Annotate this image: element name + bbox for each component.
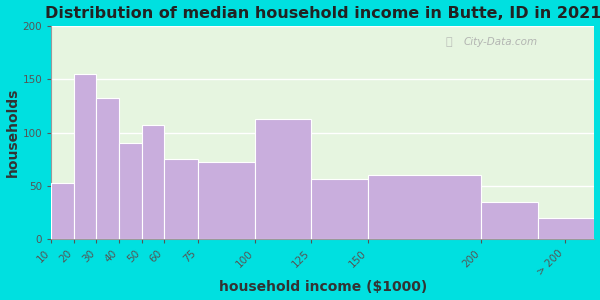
- Bar: [142, 125, 164, 239]
- Bar: [119, 143, 142, 239]
- Bar: [51, 183, 74, 239]
- Bar: [368, 175, 481, 239]
- Bar: [481, 202, 538, 239]
- Bar: [164, 159, 198, 239]
- Bar: [255, 119, 311, 239]
- Y-axis label: households: households: [5, 88, 20, 177]
- Text: City-Data.com: City-Data.com: [464, 37, 538, 46]
- Title: Distribution of median household income in Butte, ID in 2021: Distribution of median household income …: [44, 6, 600, 21]
- Text: ⓞ: ⓞ: [445, 37, 452, 46]
- Bar: [198, 162, 255, 239]
- Bar: [311, 179, 368, 239]
- X-axis label: household income ($1000): household income ($1000): [218, 280, 427, 294]
- Bar: [538, 218, 595, 239]
- Bar: [97, 98, 119, 239]
- Bar: [74, 74, 97, 239]
